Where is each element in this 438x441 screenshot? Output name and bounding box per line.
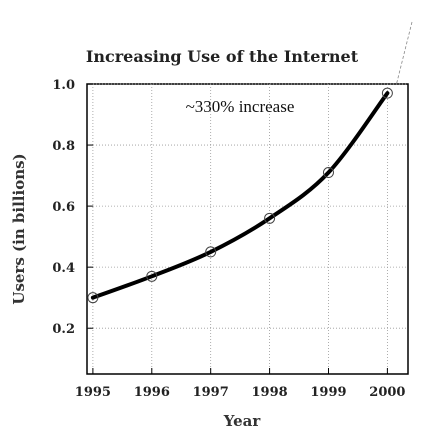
data-point-marker: [205, 246, 217, 258]
plot-frame: [86, 83, 409, 375]
data-point-marker: [322, 167, 334, 179]
x-tick-label: 1998: [251, 385, 287, 400]
data-point-marker: [87, 292, 99, 304]
x-tick-layer: 1995 1996 1997 1998 1999 2000: [75, 368, 405, 400]
y-tick-layer: 0.2 0.4 0.6 0.8 1.0: [52, 78, 93, 337]
x-axis-label: Year: [223, 412, 262, 430]
chart-title: Increasing Use of the Internet: [86, 47, 359, 66]
y-tick-label: 0.4: [52, 261, 75, 276]
annotation-label: ~330% increase: [186, 97, 295, 116]
marker-layer: [87, 87, 393, 304]
x-tick-label: 1996: [134, 385, 170, 400]
y-tick-label: 0.6: [52, 200, 75, 215]
x-tick-label: 1995: [75, 385, 111, 400]
x-tick-label: 2000: [369, 385, 405, 400]
data-point-marker: [381, 87, 393, 99]
y-tick-label: 0.2: [52, 322, 75, 337]
data-point-marker: [264, 212, 276, 224]
grid-layer: [87, 83, 408, 374]
y-axis-label: Users (in billions): [10, 153, 28, 304]
x-tick-label: 1997: [193, 385, 229, 400]
series-line: [90, 91, 390, 300]
x-tick-label: 1999: [310, 385, 346, 400]
data-point-marker: [146, 270, 158, 282]
y-tick-label: 1.0: [52, 78, 75, 93]
y-tick-label: 0.8: [52, 139, 75, 154]
